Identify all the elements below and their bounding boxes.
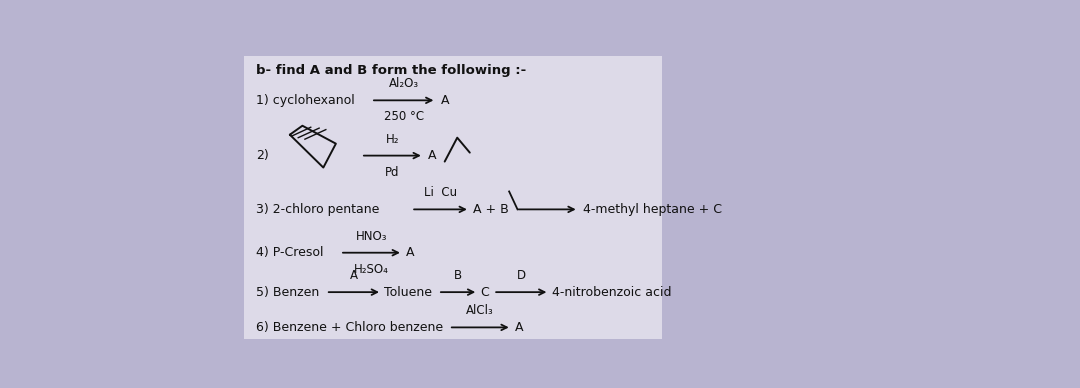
Text: 2): 2): [256, 149, 269, 162]
Text: Pd: Pd: [386, 166, 400, 178]
Text: A: A: [441, 94, 449, 107]
Text: H₂: H₂: [386, 133, 400, 146]
Text: Al₂O₃: Al₂O₃: [389, 77, 419, 90]
Text: 6) Benzene + Chloro benzene: 6) Benzene + Chloro benzene: [256, 321, 444, 334]
Text: 3) 2-chloro pentane: 3) 2-chloro pentane: [256, 203, 380, 216]
Text: HNO₃: HNO₃: [355, 230, 388, 243]
Bar: [244, 55, 662, 340]
Text: 1) cyclohexanol: 1) cyclohexanol: [256, 94, 355, 107]
Text: A + B: A + B: [473, 203, 509, 216]
Text: D: D: [516, 269, 526, 282]
Text: AlCl₃: AlCl₃: [467, 305, 495, 317]
Text: A: A: [515, 321, 524, 334]
Text: 250 °C: 250 °C: [383, 110, 423, 123]
Text: A: A: [350, 269, 357, 282]
Text: 4-nitrobenzoic acid: 4-nitrobenzoic acid: [552, 286, 672, 299]
Text: Toluene: Toluene: [384, 286, 432, 299]
Text: H₂SO₄: H₂SO₄: [354, 263, 389, 275]
Text: b- find A and B form the following :-: b- find A and B form the following :-: [256, 64, 527, 77]
Text: A: A: [406, 246, 415, 259]
Text: 4) P-Cresol: 4) P-Cresol: [256, 246, 324, 259]
Text: B: B: [454, 269, 462, 282]
Text: Li  Cu: Li Cu: [424, 187, 457, 199]
Text: C: C: [481, 286, 489, 299]
Text: 5) Benzen: 5) Benzen: [256, 286, 320, 299]
Text: 4-methyl heptane + C: 4-methyl heptane + C: [583, 203, 721, 216]
Text: A: A: [428, 149, 436, 162]
